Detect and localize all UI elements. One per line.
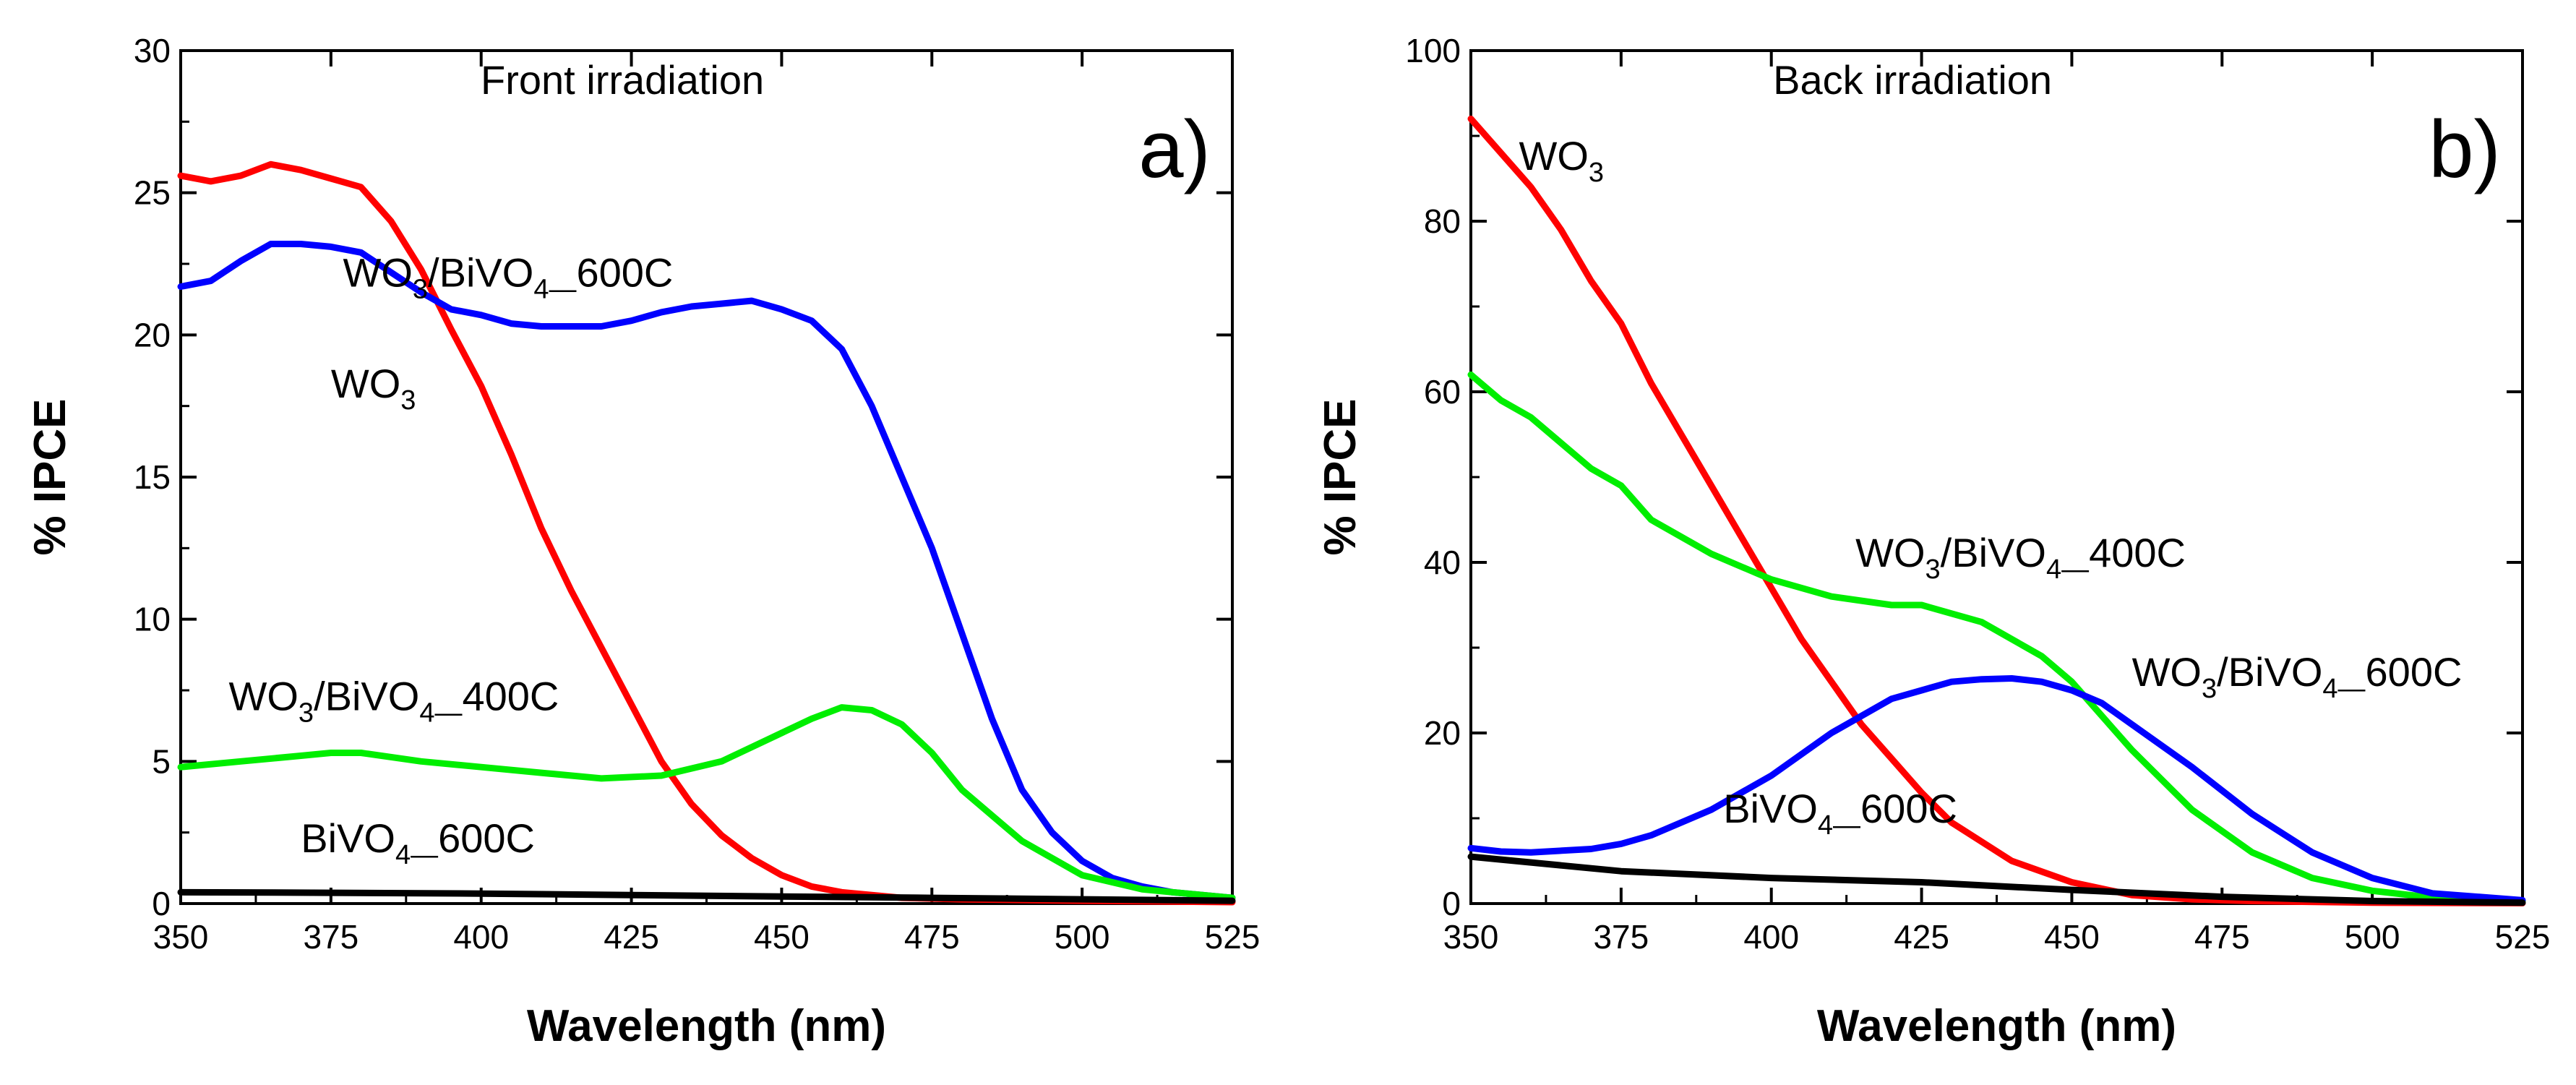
y-tick-label: 15 (134, 458, 171, 496)
series-annotation: BiVO4—600C (301, 815, 535, 870)
x-tick-label: 425 (1894, 918, 1949, 956)
x-tick-label: 475 (904, 918, 960, 956)
x-tick-label: 375 (1593, 918, 1649, 956)
series-annotation: WO3 (331, 361, 416, 416)
y-tick-label: 30 (134, 32, 171, 69)
x-axis-title: Wavelength (nm) (1817, 1001, 2176, 1051)
x-tick-label: 500 (1055, 918, 1110, 956)
series-line-wo3-bivo4-600c (177, 241, 1236, 901)
series-line-bivo4-600c (177, 888, 1236, 904)
x-tick-label: 425 (604, 918, 659, 956)
panel-title: Back irradiation (1773, 57, 2052, 103)
series-line-wo3 (1467, 115, 2526, 906)
series-annotation: BiVO4—600C (1723, 786, 1957, 841)
series-annotation: WO3 (1519, 133, 1605, 188)
x-tick-label: 375 (303, 918, 359, 956)
y-tick-label: 100 (1405, 32, 1461, 69)
y-axis-title: % IPCE (25, 398, 75, 555)
x-tick-label: 525 (1205, 918, 1261, 956)
series-line-wo3-bivo4-400c (1467, 371, 2526, 904)
x-tick-label: 525 (2495, 918, 2551, 956)
chart-panel-2: 350 375 400 425 450 475 500 525 0 20 40 60 80 100 Wave… (1315, 32, 2550, 1051)
y-tick-label: 40 (1424, 544, 1461, 581)
plot-frame (1469, 49, 2524, 905)
series-annotation: WO3/BiVO4—400C (229, 674, 559, 729)
y-tick-label: 25 (134, 174, 171, 212)
x-tick-label: 450 (2044, 918, 2100, 956)
x-tick-label: 475 (2194, 918, 2250, 956)
y-tick-label: 5 (152, 742, 171, 780)
series-line-wo3-bivo4-400c (177, 704, 1236, 901)
series-annotation: WO3/BiVO4—400C (1855, 530, 2186, 585)
x-tick-label: 400 (453, 918, 509, 956)
y-tick-label: 10 (134, 601, 171, 638)
y-tick-label: 0 (1442, 885, 1461, 922)
y-tick-label: 60 (1424, 373, 1461, 411)
series-line-bivo4-600c (1467, 853, 2526, 906)
chart-panel-1: 350 375 400 425 450 475 500 525 0 5 10 15 20 25 30 Wave… (25, 32, 1260, 1051)
panel-title: Front irradiation (481, 57, 764, 103)
y-tick-label: 0 (152, 885, 171, 922)
series-annotation: WO3/BiVO4—600C (343, 249, 673, 304)
x-tick-label: 350 (1443, 918, 1499, 956)
x-axis-title: Wavelength (nm) (527, 1001, 886, 1051)
series-line-wo3-bivo4-600c (1467, 675, 2526, 904)
y-tick-label: 20 (1424, 714, 1461, 752)
panel-label: b) (2429, 104, 2501, 194)
x-tick-label: 450 (754, 918, 810, 956)
y-axis-title: % IPCE (1315, 398, 1365, 555)
series-annotation: WO3/BiVO4—600C (2132, 649, 2463, 704)
panel-label: a) (1138, 104, 1211, 194)
x-tick-label: 500 (2345, 918, 2400, 956)
x-tick-label: 400 (1743, 918, 1799, 956)
y-tick-label: 80 (1424, 202, 1461, 240)
y-tick-label: 20 (134, 316, 171, 353)
x-tick-label: 350 (153, 918, 209, 956)
series-line-wo3 (177, 160, 1236, 906)
